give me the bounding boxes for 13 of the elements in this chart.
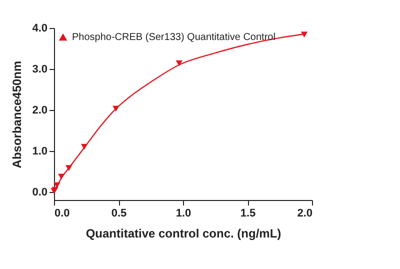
y-axis-title: Absorbance450nm [10,60,24,168]
x-tick-label: 1.5 [240,208,256,220]
y-tick-label: 0.0 [32,186,48,198]
x-tick-label: 2.0 [297,208,312,220]
legend-label: Phospho-CREB (Ser133) Quantitative Control [72,32,276,43]
x-axis-title: Quantitative control conc. (ng/mL) [86,226,282,240]
y-tick-label: 2.0 [32,104,48,116]
x-tick-label: 1.0 [176,208,192,220]
y-tick-label: 4.0 [32,22,48,34]
x-tick-label: 0.0 [54,208,70,220]
y-tick-label: 1.0 [32,145,48,158]
y-tick-label: 3.0 [32,63,48,76]
x-tick-label: 0.5 [111,208,127,220]
